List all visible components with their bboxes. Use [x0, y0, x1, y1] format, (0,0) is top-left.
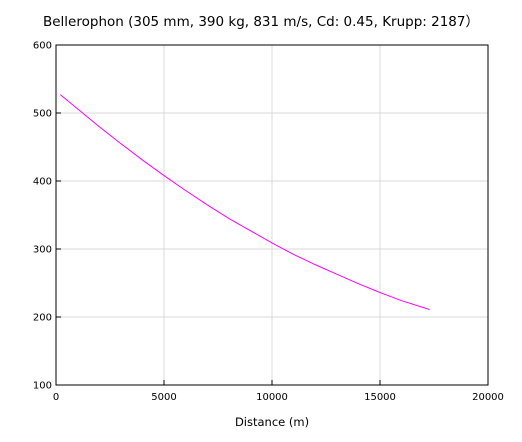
series-line-1 — [60, 94, 430, 310]
y-tick-label: 500 — [33, 109, 52, 120]
x-tick-label: 5000 — [151, 392, 176, 403]
x-tick-label: 20000 — [472, 392, 504, 403]
x-tick-label: 15000 — [364, 392, 396, 403]
y-tick-label: 300 — [33, 245, 52, 256]
grid — [56, 45, 488, 385]
y-tick-label: 100 — [33, 381, 52, 392]
x-tick-label: 0 — [53, 392, 59, 403]
x-axis-label: Distance (m) — [235, 415, 309, 429]
y-tick-label: 400 — [33, 177, 52, 188]
axis-ticks — [55, 44, 489, 386]
chart-title: Bellerophon (305 mm, 390 kg, 831 m/s, Cd… — [43, 14, 479, 30]
series-layer — [60, 94, 430, 310]
x-tick-label: 10000 — [256, 392, 288, 403]
y-tick-label: 600 — [33, 41, 52, 52]
y-tick-label: 200 — [33, 313, 52, 324]
tick-labels: 0 5000 10000 15000 20000 100 200 300 400 500 600 — [33, 41, 504, 404]
